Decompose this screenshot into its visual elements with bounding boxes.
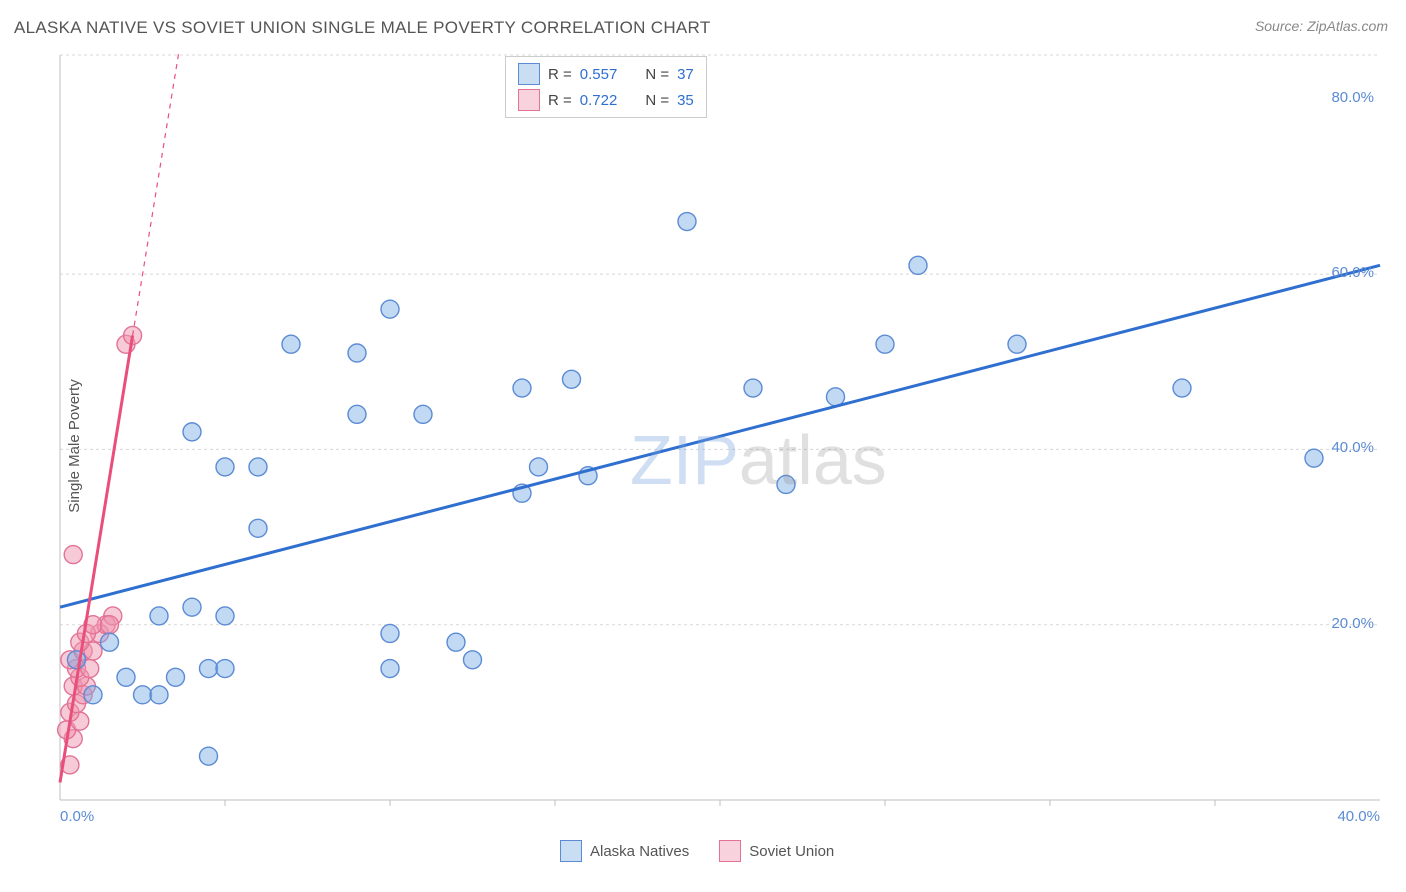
legend-item-alaska: Alaska Natives: [560, 840, 689, 862]
swatch-soviet-icon: [518, 89, 540, 111]
swatch-soviet-icon: [719, 840, 741, 862]
n-value-soviet: 35: [677, 92, 694, 109]
r-value-alaska: 0.557: [580, 66, 618, 83]
r-label: R =: [548, 92, 572, 109]
r-value-soviet: 0.722: [580, 92, 618, 109]
legend-item-soviet: Soviet Union: [719, 840, 834, 862]
stats-row-soviet: R = 0.722 N = 35: [514, 87, 698, 113]
stats-row-alaska: R = 0.557 N = 37: [514, 61, 698, 87]
chart-title: ALASKA NATIVE VS SOVIET UNION SINGLE MAL…: [14, 18, 711, 38]
r-label: R =: [548, 66, 572, 83]
legend-label-soviet: Soviet Union: [749, 843, 834, 860]
axis-tick-label: 20.0%: [1331, 615, 1374, 632]
axis-tick-label: 40.0%: [1337, 808, 1380, 825]
source-attribution: Source: ZipAtlas.com: [1255, 18, 1388, 34]
series-legend: Alaska Natives Soviet Union: [560, 840, 834, 862]
legend-label-alaska: Alaska Natives: [590, 843, 689, 860]
swatch-alaska-icon: [560, 840, 582, 862]
axis-tick-label: 40.0%: [1331, 439, 1374, 456]
swatch-alaska-icon: [518, 63, 540, 85]
n-label: N =: [645, 92, 669, 109]
axis-tick-label: 0.0%: [60, 808, 94, 825]
stats-legend: R = 0.557 N = 37 R = 0.722 N = 35: [505, 56, 707, 118]
n-label: N =: [645, 66, 669, 83]
axis-tick-label: 80.0%: [1331, 89, 1374, 106]
axis-tick-label: 60.0%: [1331, 264, 1374, 281]
n-value-alaska: 37: [677, 66, 694, 83]
scatter-plot: [50, 50, 1390, 830]
chart-container: ALASKA NATIVE VS SOVIET UNION SINGLE MAL…: [0, 0, 1406, 892]
